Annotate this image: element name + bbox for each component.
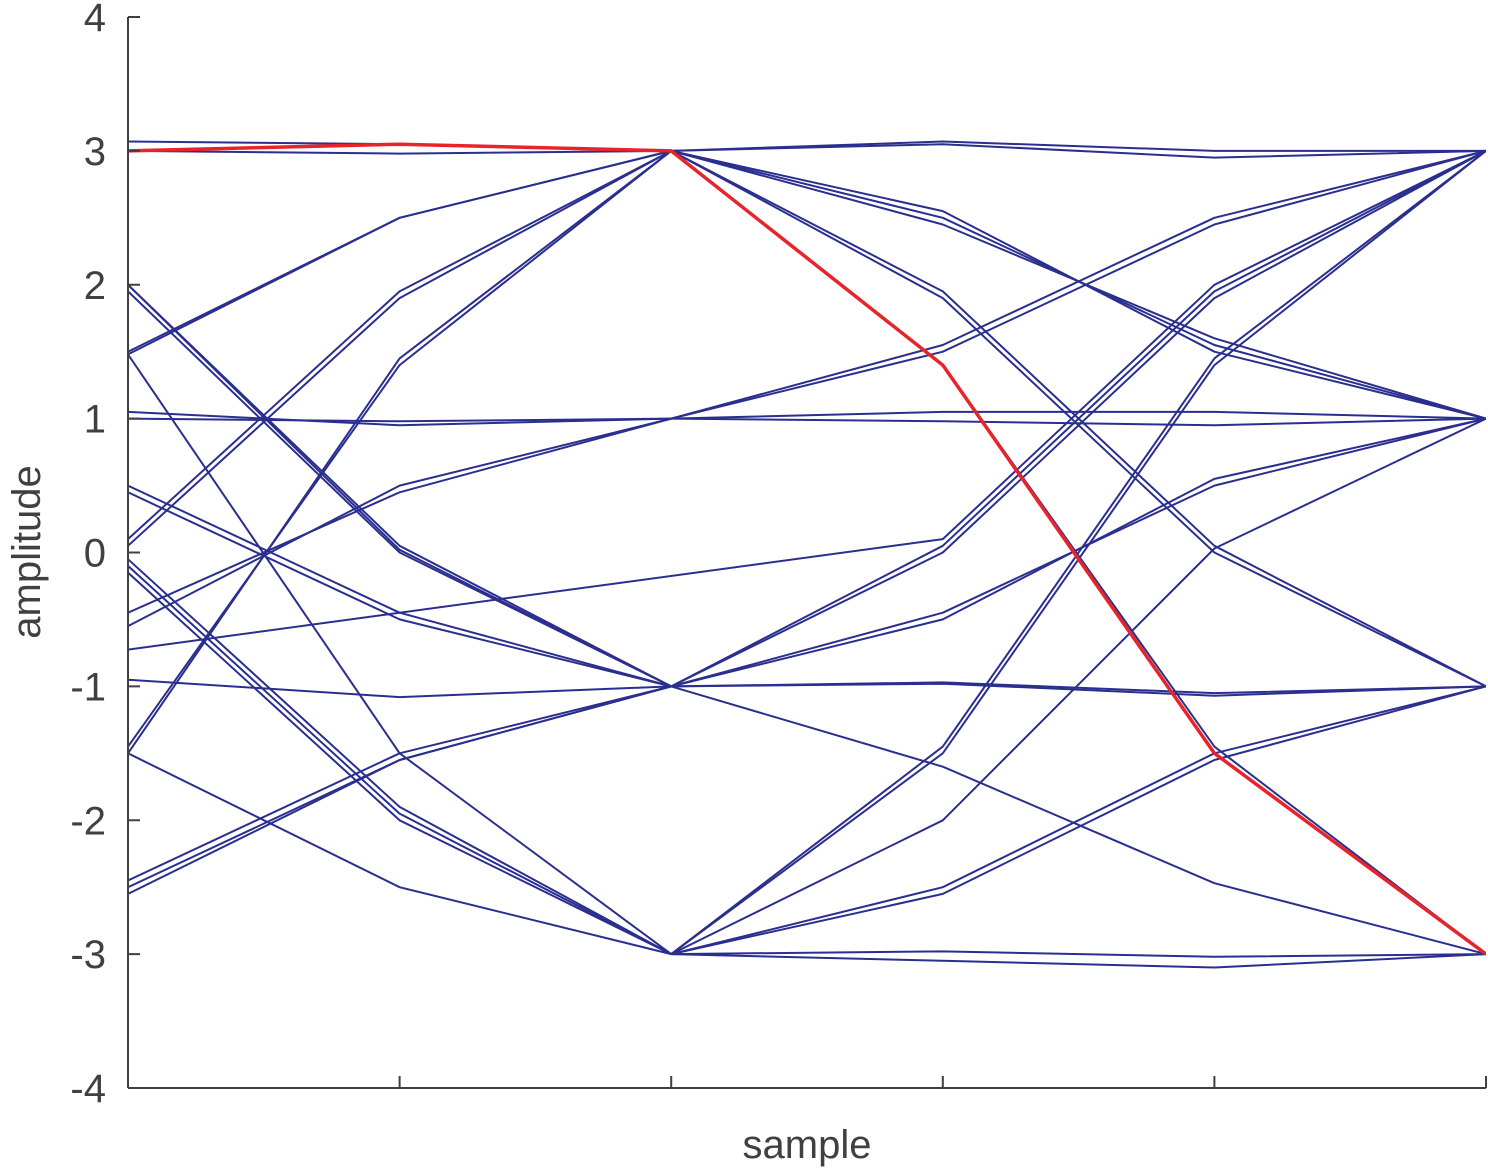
series-line-37 [670,149,1486,420]
y-tick-label: -4 [70,1067,106,1111]
x-axis-title: sample [743,1123,872,1167]
series-line-51 [671,950,1486,958]
series-line-52 [671,953,1486,969]
series-line-19 [128,678,672,699]
series-line-39 [670,150,1486,688]
series-line-50 [670,685,1486,956]
series-line-4 [128,150,672,547]
y-tick-label: 0 [84,532,106,576]
series-line-14 [128,685,672,895]
series-line-22 [128,571,672,955]
y-tick-label: 3 [84,130,106,174]
series-line-10 [128,417,672,423]
series-line-5 [128,150,672,540]
y-axis-title: amplitude [5,465,49,638]
series-line-29 [670,149,1486,420]
series-line-44 [671,682,1486,697]
series-layer [128,140,1486,969]
series-line-48 [670,417,1486,955]
series-line-30 [670,149,1486,420]
series-line-27 [671,140,1486,152]
series-line-9 [128,410,672,427]
series-line-45 [670,685,1486,956]
series-line-13 [128,685,672,882]
y-tick-label: 2 [84,264,106,308]
y-tick-label: -3 [70,933,106,977]
series-line-11 [128,417,672,614]
highlight-line [128,142,1486,956]
series-line-31 [670,149,1486,420]
y-tick-label: 1 [84,398,106,442]
series-line-8 [128,149,672,356]
series-line-23 [128,353,672,955]
x-ticks [127,1076,1487,1088]
series-line-7 [128,150,672,754]
series-line-40 [670,150,1486,688]
series-line-18 [128,290,672,688]
series-line-24 [128,752,672,956]
series-line-42 [670,417,1486,688]
series-line-20 [128,558,672,955]
axes [127,17,1486,1089]
series-line-28 [671,143,1486,159]
series-line-26 [128,685,672,889]
y-tick-label: 4 [84,0,106,40]
y-tick-label: -2 [70,799,106,843]
series-line-38 [128,150,1486,651]
series-line-16 [128,491,672,688]
series-line-25 [128,284,672,688]
series-line-3 [128,149,672,353]
series-line-6 [128,150,672,748]
y-tick-label: -1 [70,665,106,709]
series-line-35 [671,417,1486,427]
series-line-47 [670,150,1486,955]
series-line-49 [670,685,1486,956]
series-line-2 [128,149,672,155]
series-line-21 [128,565,672,955]
series-line-36 [670,149,1486,420]
series-line-12 [128,417,672,627]
highlight-layer [128,142,1486,956]
y-ticks: -4 -3 -2 -1 0 1 2 3 4 [70,0,140,1111]
